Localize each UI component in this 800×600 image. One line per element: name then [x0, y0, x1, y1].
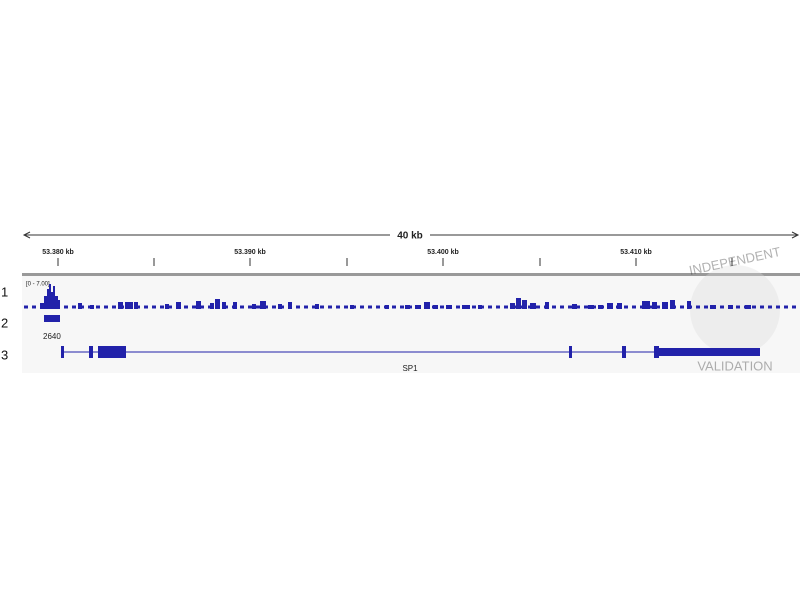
track-number: 3 [1, 347, 8, 362]
coverage [40, 284, 751, 309]
ruler-tick-label: 53.400 kb [427, 249, 459, 256]
ruler-tick-label: 53.380 kb [42, 249, 74, 256]
track-number: 1 [1, 284, 8, 299]
feature-name: 2640 [43, 332, 61, 341]
gene-name: SP1 [402, 364, 418, 373]
data-range: [0 - 7.00] [26, 282, 50, 288]
watermark: INDEPENDENT VALIDATION [688, 244, 782, 374]
watermark-text: VALIDATION [697, 358, 772, 373]
span-label: 40 kb [397, 231, 423, 242]
gene-model [61, 346, 760, 358]
ruler-tick-label: 53.410 kb [620, 249, 652, 256]
ruler [22, 231, 800, 266]
feature [44, 315, 60, 322]
ruler-tick-label: 53.390 kb [234, 249, 266, 256]
track-number: 2 [1, 315, 8, 330]
separator [22, 273, 800, 276]
ruler-area [22, 225, 800, 273]
